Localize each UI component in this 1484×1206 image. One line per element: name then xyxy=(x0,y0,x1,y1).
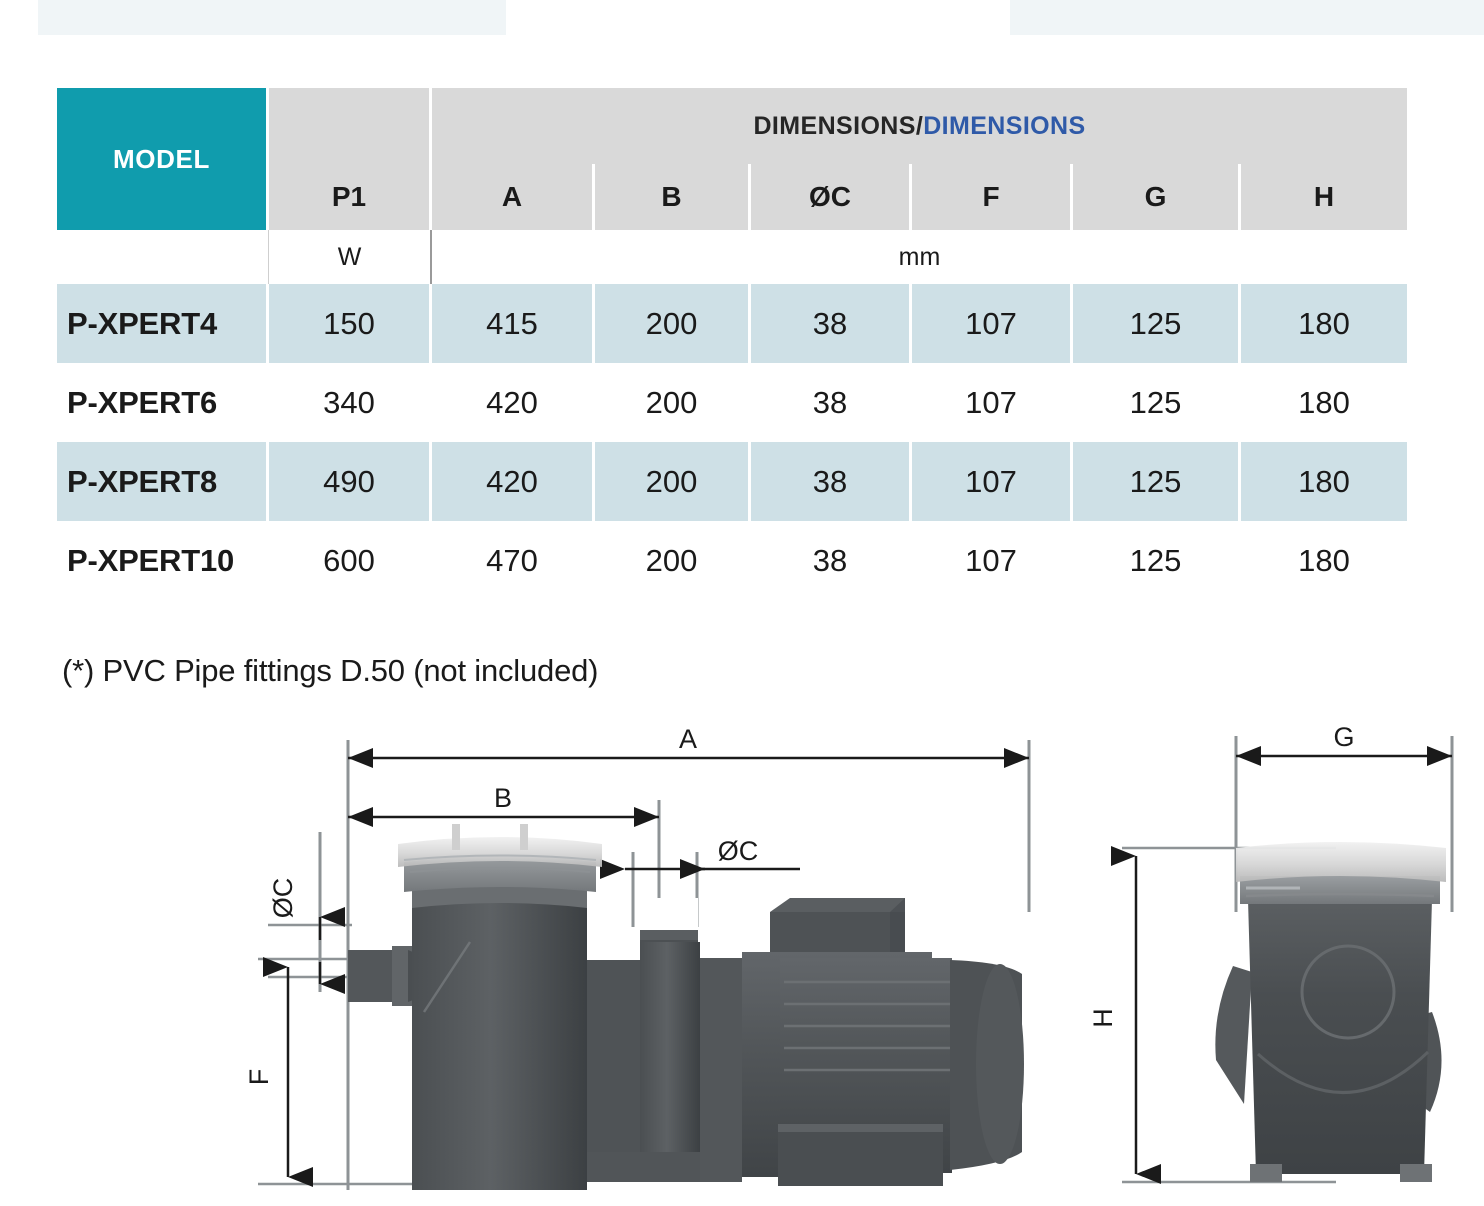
cell-h: 180 xyxy=(1241,363,1408,442)
technical-drawings: A B ØC ØC F xyxy=(0,712,1484,1206)
cell-b: 200 xyxy=(595,363,751,442)
table-row[interactable]: P-XPERT4 150 415 200 38 107 125 180 xyxy=(57,284,1408,363)
cell-h: 180 xyxy=(1241,442,1408,521)
column-header-h: H xyxy=(1241,164,1408,230)
front-foot-left xyxy=(1250,1164,1282,1182)
top-strip-left xyxy=(38,0,506,35)
dimension-label-a: A xyxy=(679,724,697,754)
cell-a: 470 xyxy=(432,521,595,600)
column-header-p1: P1 xyxy=(269,164,432,230)
front-barrel-circle xyxy=(1300,944,1396,1040)
cell-a: 415 xyxy=(432,284,595,363)
cell-b: 200 xyxy=(595,521,751,600)
terminal-box xyxy=(778,1124,943,1186)
dimension-label-oc-left: ØC xyxy=(268,878,298,919)
lid-handle-right xyxy=(520,824,528,850)
cell-p1: 340 xyxy=(269,363,432,442)
front-lid-collar xyxy=(1240,876,1440,904)
column-header-oc: ØC xyxy=(751,164,912,230)
dimensions-label-en: DIMENSIONS xyxy=(753,111,916,140)
column-header-f: F xyxy=(912,164,1073,230)
footnote-text: (*) PVC Pipe fittings D.50 (not included… xyxy=(62,653,599,688)
cell-model: P-XPERT10 xyxy=(57,521,269,600)
unit-cell-millimeters: mm xyxy=(432,230,1408,284)
cell-model: P-XPERT8 xyxy=(57,442,269,521)
unit-cell-model xyxy=(57,230,269,284)
motor-cooling-fins xyxy=(784,980,950,1072)
cell-a: 420 xyxy=(432,363,595,442)
dimension-label-oc-top: ØC xyxy=(718,836,759,866)
unit-cell-watts: W xyxy=(269,230,432,284)
column-header-b: B xyxy=(595,164,751,230)
cell-b: 200 xyxy=(595,442,751,521)
dimension-label-h: H xyxy=(1088,1008,1118,1028)
lid-handle-left xyxy=(452,824,460,850)
front-lid xyxy=(1236,842,1446,882)
dimension-label-f: F xyxy=(244,1069,274,1086)
cell-a: 420 xyxy=(432,442,595,521)
cell-model: P-XPERT4 xyxy=(57,284,269,363)
cell-oc: 38 xyxy=(751,521,912,600)
pump-lid-collar xyxy=(404,856,596,892)
model-header-cell: MODEL xyxy=(57,88,269,230)
cell-oc: 38 xyxy=(751,442,912,521)
p1-header-spacer xyxy=(269,88,432,164)
front-view-drawing: G H xyxy=(1088,722,1454,1184)
cell-p1: 490 xyxy=(269,442,432,521)
top-strip-right xyxy=(1010,0,1484,35)
cell-oc: 38 xyxy=(751,363,912,442)
pump-volute xyxy=(640,942,700,1167)
table-row[interactable]: P-XPERT10 600 470 200 38 107 125 180 xyxy=(57,521,1408,600)
dimension-label-g: G xyxy=(1333,722,1354,752)
dimension-label-b: B xyxy=(494,783,512,813)
pump-suction-inlet xyxy=(348,950,395,1002)
column-header-a: A xyxy=(432,164,595,230)
pump-lid xyxy=(398,837,602,867)
table-group-header-row: MODEL DIMENSIONS/DIMENSIONS xyxy=(57,88,1408,230)
dimensions-label-separator: / xyxy=(915,111,924,140)
cell-f: 107 xyxy=(912,521,1073,600)
cell-p1: 600 xyxy=(269,521,432,600)
table-row[interactable]: P-XPERT6 340 420 200 38 107 125 180 xyxy=(57,363,1408,442)
cell-model: P-XPERT6 xyxy=(57,363,269,442)
column-header-g: G xyxy=(1073,164,1241,230)
cell-g: 125 xyxy=(1073,284,1241,363)
cell-b: 200 xyxy=(595,284,751,363)
front-foot-right xyxy=(1400,1164,1432,1182)
side-view-drawing: A B ØC ØC F xyxy=(244,724,1031,1190)
cell-g: 125 xyxy=(1073,442,1241,521)
cell-f: 107 xyxy=(912,284,1073,363)
cell-h: 180 xyxy=(1241,284,1408,363)
model-header-label: MODEL xyxy=(113,143,210,174)
cell-h: 180 xyxy=(1241,521,1408,600)
cell-oc: 38 xyxy=(751,284,912,363)
dimensions-group-header: DIMENSIONS/DIMENSIONS xyxy=(432,88,1408,164)
dimensions-table-wrapper: MODEL DIMENSIONS/DIMENSIONS P1 A B ØC F … xyxy=(57,88,1408,600)
dimensions-table: MODEL DIMENSIONS/DIMENSIONS P1 A B ØC F … xyxy=(57,88,1408,600)
cell-g: 125 xyxy=(1073,363,1241,442)
cell-g: 125 xyxy=(1073,521,1241,600)
table-row[interactable]: P-XPERT8 490 420 200 38 107 125 180 xyxy=(57,442,1408,521)
cell-p1: 150 xyxy=(269,284,432,363)
cell-f: 107 xyxy=(912,363,1073,442)
front-barrel-arc xyxy=(1256,1050,1430,1094)
table-column-header-row: P1 A B ØC F G H xyxy=(57,164,1408,230)
table-unit-row: W mm xyxy=(57,230,1408,284)
front-side-bulge-left xyxy=(1215,966,1252,1104)
dimensions-label-fr: DIMENSIONS xyxy=(923,111,1086,140)
pump-strainer-pot xyxy=(412,890,587,1190)
cell-f: 107 xyxy=(912,442,1073,521)
